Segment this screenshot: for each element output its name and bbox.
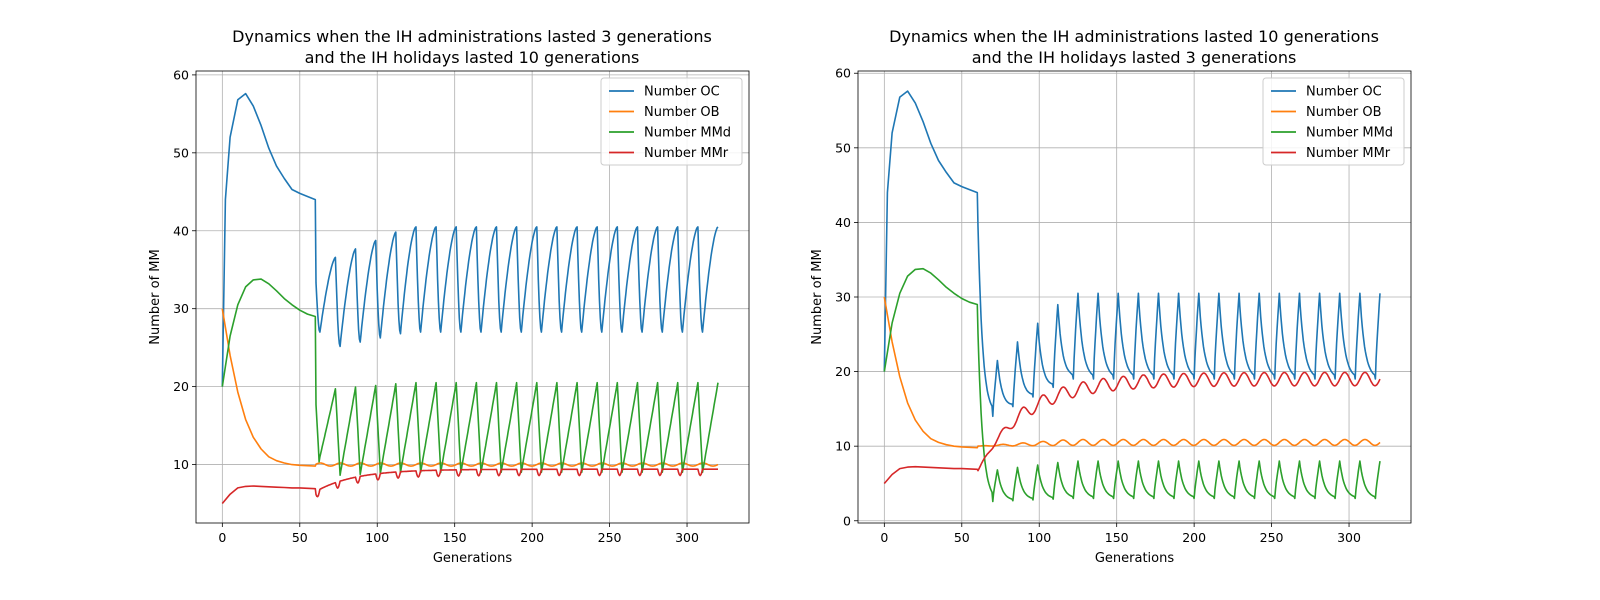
plot-frame xyxy=(195,70,750,524)
legend-label: Number MMr xyxy=(1306,146,1391,161)
series-line-number-ob xyxy=(221,308,719,467)
legend-label: Number OB xyxy=(644,105,720,120)
chart-left: 0 50 100 150 200 250 300 10 20 30 40 50 60 Generation… xyxy=(148,27,750,566)
y-tick-label: 10 xyxy=(835,439,851,454)
y-tick-label: 20 xyxy=(173,379,189,394)
chart-title-line: and the IH holidays lasted 3 generations xyxy=(972,48,1297,67)
legend-label: Number MMr xyxy=(644,146,729,161)
legend-box xyxy=(1262,77,1405,166)
series-line-number-ob xyxy=(883,296,1381,449)
x-tick-label: 200 xyxy=(520,530,544,545)
x-axis-label: Generations xyxy=(433,551,513,566)
chart-title: Dynamics when the IH administrations las… xyxy=(232,27,712,67)
y-tick-label: 60 xyxy=(173,67,189,82)
chart-title: Dynamics when the IH administrations las… xyxy=(889,27,1379,67)
y-tick-label: 0 xyxy=(843,513,851,528)
y-tick-label: 50 xyxy=(173,145,189,160)
chart-right: 0 50 100 150 200 250 300 0 10 20 30 40 50 60 Generatio… xyxy=(810,27,1412,566)
y-tick-label: 40 xyxy=(835,215,851,230)
x-tick-label: 150 xyxy=(443,530,467,545)
x-tick-label: 250 xyxy=(1260,530,1284,545)
legend-label: Number MMd xyxy=(644,126,731,141)
x-tick-label: 100 xyxy=(365,530,389,545)
legend-box xyxy=(600,77,743,166)
x-tick-label: 50 xyxy=(954,530,970,545)
plot-area xyxy=(221,92,719,505)
series-line-number-mmr xyxy=(883,371,1381,485)
series-line-number-oc xyxy=(221,92,719,387)
series-line-number-mmd xyxy=(883,267,1381,503)
plot-area xyxy=(883,90,1381,503)
x-tick-label: 50 xyxy=(292,530,308,545)
legend: Number OC Number OB Number MMd Number MMr xyxy=(1262,77,1405,166)
x-tick-label: 300 xyxy=(1337,530,1361,545)
legend-label: Number OC xyxy=(644,85,720,100)
y-axis-label: Number of MM xyxy=(148,249,163,344)
x-tick-label: 100 xyxy=(1027,530,1051,545)
legend: Number OC Number OB Number MMd Number MMr xyxy=(600,77,743,166)
series-line-number-oc xyxy=(883,90,1381,418)
series-line-number-mmr xyxy=(221,468,718,505)
y-tick-label: 50 xyxy=(835,140,851,155)
x-axis-label: Generations xyxy=(1095,551,1175,566)
legend-label: Number MMd xyxy=(1306,126,1393,141)
y-tick-label: 60 xyxy=(835,66,851,81)
x-tick-label: 0 xyxy=(880,530,888,545)
x-tick-label: 150 xyxy=(1105,530,1129,545)
x-axis: 0 50 100 150 200 250 300 xyxy=(880,523,1361,545)
y-tick-label: 10 xyxy=(173,457,189,472)
legend-label: Number OC xyxy=(1306,85,1382,100)
y-tick-label: 30 xyxy=(173,301,189,316)
x-tick-label: 200 xyxy=(1182,530,1206,545)
x-tick-label: 250 xyxy=(598,530,622,545)
x-tick-label: 300 xyxy=(675,530,699,545)
y-axis: 10 20 30 40 50 60 xyxy=(173,67,196,472)
y-axis: 0 10 20 30 40 50 60 xyxy=(835,66,858,528)
y-axis-label: Number of MM xyxy=(810,249,825,344)
chart-title-line: and the IH holidays lasted 10 generation… xyxy=(305,48,640,67)
y-tick-label: 30 xyxy=(835,290,851,305)
y-tick-label: 40 xyxy=(173,223,189,238)
y-tick-label: 20 xyxy=(835,364,851,379)
x-tick-label: 0 xyxy=(218,530,226,545)
chart-title-line: Dynamics when the IH administrations las… xyxy=(232,27,712,46)
chart-title-line: Dynamics when the IH administrations las… xyxy=(889,27,1379,46)
series-line-number-mmd xyxy=(221,278,719,476)
legend-label: Number OB xyxy=(1306,105,1382,120)
x-axis: 0 50 100 150 200 250 300 xyxy=(218,523,699,545)
